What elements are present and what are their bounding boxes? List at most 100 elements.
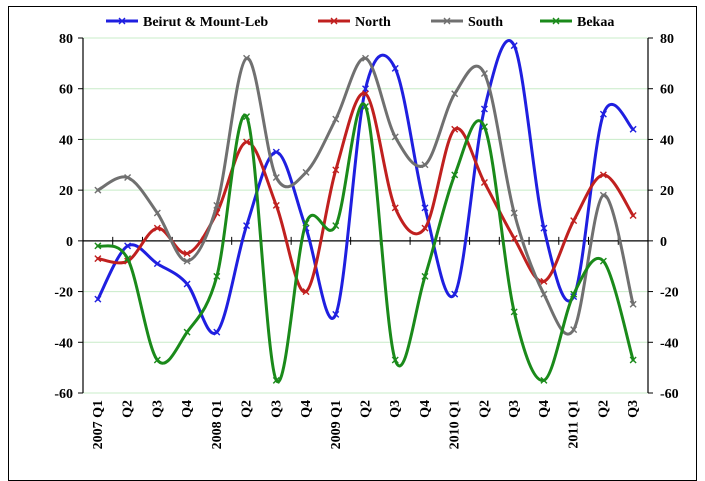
series-line-south: [96, 56, 635, 336]
data-point-bekaa: [243, 113, 251, 121]
data-point-north: [510, 234, 518, 242]
data-point-beirut-mount-leb: [124, 242, 132, 250]
data-point-beirut-mount-leb: [391, 64, 399, 72]
data-point-south: [243, 54, 251, 62]
legend-item-bekaa: Bekaa: [540, 15, 614, 30]
data-point-south: [480, 70, 488, 77]
data-point-north: [599, 171, 607, 179]
data-point-south: [510, 209, 518, 217]
data-point-bekaa: [124, 255, 132, 263]
legend-marker: [552, 17, 560, 25]
data-point-south: [272, 173, 280, 181]
data-point-bekaa: [391, 356, 399, 364]
series-north: [94, 90, 637, 296]
y-tick-label-right: 60: [660, 83, 674, 98]
series-lines: [94, 38, 637, 384]
y-tick-label: 0: [66, 235, 73, 250]
data-point-beirut-mount-leb: [629, 125, 637, 133]
x-tick-label: Q3: [507, 400, 522, 418]
data-point-north: [243, 138, 251, 146]
y-tick-label-right: 20: [660, 184, 674, 199]
data-point-south: [94, 186, 102, 194]
data-point-north: [153, 224, 161, 232]
data-point-south: [599, 191, 607, 199]
x-tick-label: Q2: [240, 400, 255, 418]
data-point-north: [421, 224, 429, 232]
x-tick-label: Q4: [299, 400, 314, 418]
data-point-beirut-mount-leb: [480, 105, 488, 113]
data-point-south: [302, 168, 310, 176]
series-south: [94, 54, 637, 336]
x-tick-label: 2009 Q1: [329, 400, 344, 449]
data-point-north: [480, 179, 488, 187]
y-tick-label: -20: [54, 286, 73, 301]
legend-marker: [330, 17, 338, 25]
data-point-north: [362, 90, 369, 98]
legend: Beirut & Mount-Leb North South Bekaa: [106, 15, 614, 30]
legend-marker: [443, 17, 451, 25]
y-tick-label: 40: [59, 133, 73, 148]
y-tick-label: -60: [54, 387, 73, 402]
data-point-beirut-mount-leb: [362, 85, 369, 93]
x-tick-label: 2008 Q1: [210, 400, 225, 449]
y-tick-label-right: 40: [660, 133, 674, 148]
y-tick-label-right: -20: [660, 286, 679, 301]
x-tick-label: Q4: [180, 400, 195, 418]
y-tick-label: 80: [59, 32, 73, 47]
series-line-beirut-mount-leb: [96, 38, 635, 335]
x-tick-label: Q2: [477, 400, 492, 418]
x-tick-label: Q4: [537, 400, 552, 418]
data-point-bekaa: [421, 272, 429, 280]
series-bekaa: [94, 102, 637, 384]
data-point-north: [451, 125, 459, 133]
data-point-south: [421, 161, 429, 169]
data-point-north: [570, 217, 578, 225]
x-tick-label: 2007 Q1: [91, 400, 106, 449]
x-tick-label: Q2: [121, 400, 136, 418]
x-tick-label: 2010 Q1: [448, 400, 463, 449]
data-point-beirut-mount-leb: [510, 42, 518, 50]
series-beirut-mount-leb: [94, 38, 637, 336]
data-point-beirut-mount-leb: [540, 224, 548, 232]
data-point-south: [332, 115, 340, 123]
axes: [8, 6, 697, 481]
data-point-south: [391, 133, 399, 141]
legend-item-south: South: [431, 15, 503, 30]
x-tick-label: Q3: [150, 400, 165, 418]
data-point-north: [332, 166, 340, 174]
data-point-north: [183, 250, 191, 258]
data-point-south: [629, 300, 637, 308]
legend-item-north: North: [318, 15, 391, 30]
data-point-south: [451, 90, 459, 98]
data-point-beirut-mount-leb: [272, 148, 280, 156]
legend-label: Beirut & Mount-Leb: [143, 15, 268, 30]
legend-label: North: [355, 15, 391, 30]
data-point-north: [302, 288, 310, 296]
legend-marker: [118, 17, 126, 25]
data-point-south: [183, 257, 191, 265]
x-tick-label: Q3: [269, 400, 284, 418]
data-point-north: [540, 277, 548, 285]
data-point-south: [570, 326, 578, 334]
data-point-beirut-mount-leb: [332, 310, 340, 318]
x-tick-label: Q3: [626, 400, 641, 418]
data-point-bekaa: [94, 242, 102, 250]
data-point-beirut-mount-leb: [94, 295, 102, 303]
data-point-bekaa: [272, 376, 280, 384]
legend-item-beirut-mount-leb: Beirut & Mount-Leb: [106, 15, 268, 30]
data-point-south: [153, 209, 161, 217]
data-point-beirut-mount-leb: [421, 204, 429, 212]
data-point-north: [94, 255, 102, 263]
x-tick-label: Q2: [596, 400, 611, 418]
data-point-beirut-mount-leb: [213, 328, 221, 336]
data-point-bekaa: [540, 376, 548, 384]
x-tick-label: Q3: [388, 400, 403, 418]
data-point-north: [272, 201, 280, 209]
data-point-bekaa: [510, 308, 518, 316]
data-point-beirut-mount-leb: [451, 290, 459, 298]
x-tick-label: Q4: [418, 400, 433, 418]
data-point-beirut-mount-leb: [243, 222, 251, 230]
y-tick-label: 60: [59, 83, 73, 98]
